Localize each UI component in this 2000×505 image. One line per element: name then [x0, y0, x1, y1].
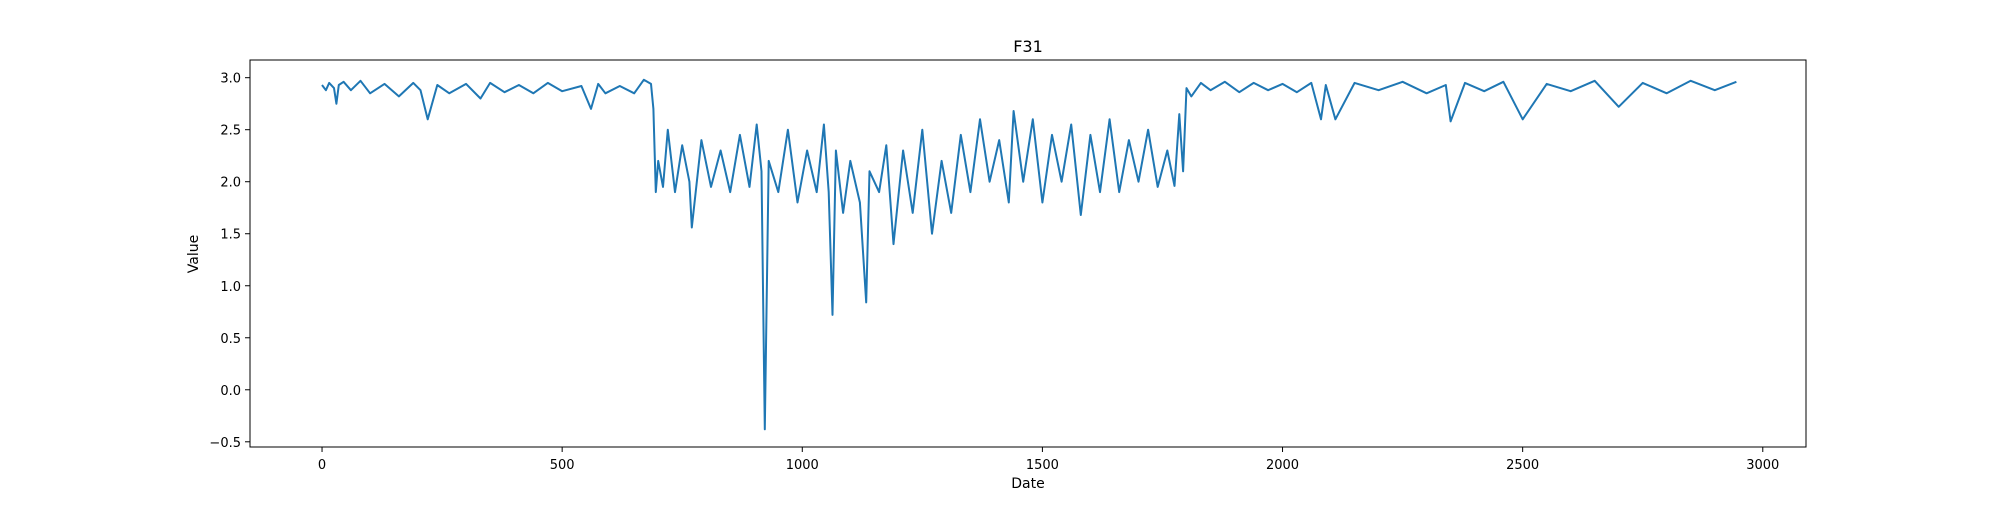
y-tick-label: 1.0: [220, 280, 241, 295]
y-tick-label: 0.0: [220, 384, 241, 399]
y-tick-label: 0.5: [220, 332, 241, 347]
plot-frame: [249, 59, 1807, 448]
x-tick-label: 0: [318, 458, 326, 473]
x-axis: 0 500 1000 1500 2000 2500 3000: [318, 447, 1779, 473]
x-tick-label: 2000: [1266, 458, 1299, 473]
x-tick-label: 500: [550, 458, 575, 473]
y-axis-label: Value: [186, 235, 202, 273]
y-tick-label: 3.0: [220, 72, 241, 87]
y-tick-label: −0.5: [209, 436, 241, 451]
y-tick-label: 2.5: [220, 124, 241, 139]
y-tick-label: 2.0: [220, 176, 241, 191]
x-axis-label: Date: [1011, 476, 1044, 492]
x-tick-label: 2500: [1506, 458, 1539, 473]
x-tick-label: 1500: [1026, 458, 1059, 473]
plot-area: [321, 78, 1737, 431]
y-tick-label: 1.5: [220, 228, 241, 243]
series-line-0: [321, 78, 1737, 431]
chart-title: F31: [1013, 37, 1043, 56]
y-axis: −0.5 0.0 0.5 1.0 1.5 2.0 2.5 3.0: [209, 72, 250, 451]
x-tick-label: 1000: [786, 458, 819, 473]
x-tick-label: 3000: [1746, 458, 1779, 473]
